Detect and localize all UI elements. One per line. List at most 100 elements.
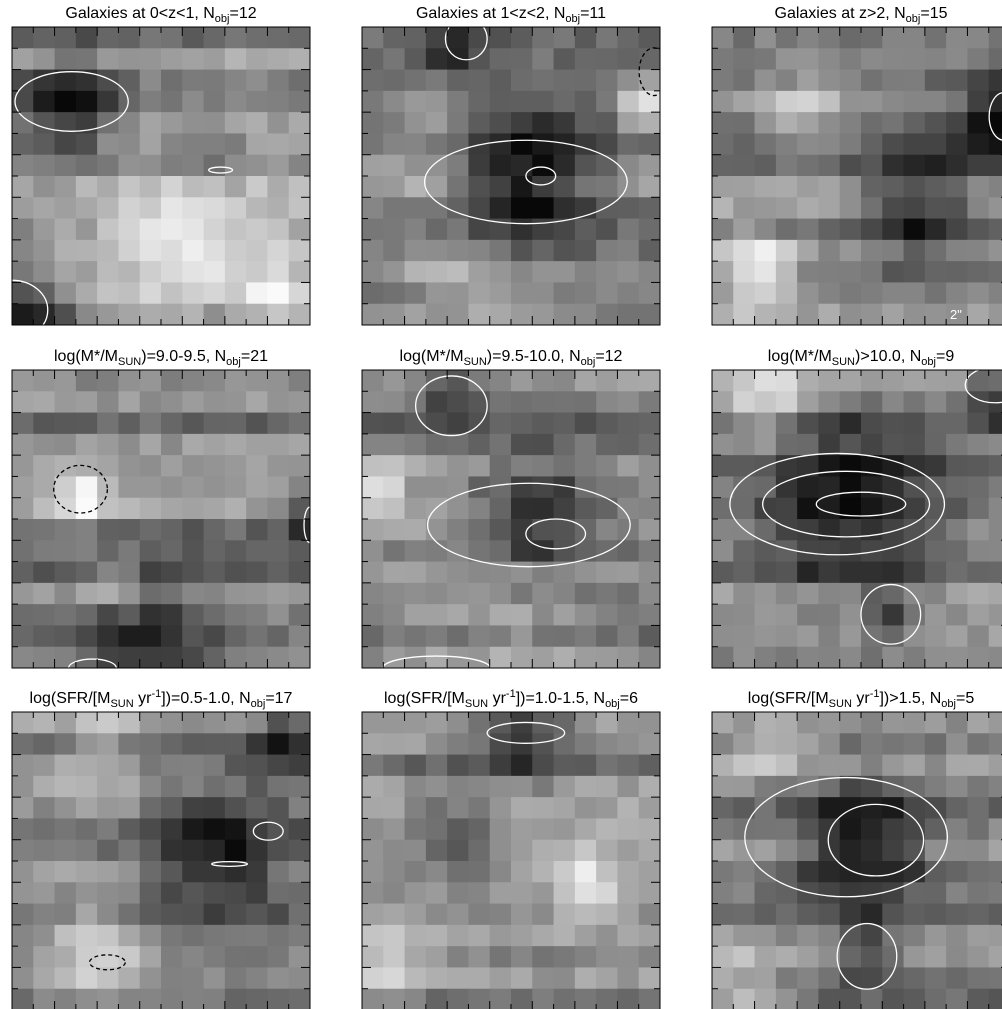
pixel: [224, 69, 247, 92]
pixel: [861, 90, 883, 113]
pixel: [447, 775, 469, 798]
pixel: [903, 882, 926, 905]
pixel: [818, 370, 841, 392]
pixel: [946, 176, 968, 198]
pixel: [161, 48, 183, 71]
pixel: [617, 412, 640, 435]
pixel: [288, 604, 310, 626]
pixel: [532, 625, 555, 648]
pixel: [118, 176, 141, 198]
pixel: [967, 946, 990, 968]
pixel: [553, 561, 576, 584]
pixel: [425, 154, 448, 177]
pixel: [861, 69, 883, 92]
pixel: [861, 967, 883, 990]
pixel: [489, 712, 512, 734]
pixel: [638, 646, 660, 668]
pixel: [118, 519, 141, 541]
pixel: [733, 646, 756, 668]
pixel: [404, 775, 427, 798]
pixel: [97, 176, 119, 198]
pixel: [33, 733, 56, 756]
pixel: [861, 540, 883, 563]
pixel: [425, 967, 448, 990]
title-part: )>10.0, N: [855, 348, 921, 365]
pixel: [861, 604, 883, 626]
pixel: [489, 261, 512, 283]
pixel: [839, 924, 862, 947]
pixel: [362, 433, 384, 456]
pixel: [617, 967, 640, 990]
pixel: [775, 282, 798, 305]
pixel: [882, 90, 905, 113]
pixel: [118, 712, 141, 734]
pixel: [882, 476, 905, 499]
pixel: [596, 839, 618, 862]
pixel: [425, 303, 448, 325]
pixel: [12, 604, 34, 626]
pixel: [967, 303, 990, 325]
pixel: [75, 561, 98, 584]
pixel: [203, 69, 226, 92]
pixel: [224, 540, 247, 563]
pixel: [267, 775, 290, 798]
pixel: [861, 797, 883, 819]
pixel: [903, 839, 926, 862]
pixel: [797, 391, 819, 414]
contour: [525, 518, 587, 550]
pixel: [924, 712, 947, 734]
pixel: [489, 455, 512, 477]
pixel: [362, 239, 384, 262]
pixel: [733, 924, 756, 947]
pixel: [182, 27, 205, 49]
pixel: [596, 433, 618, 456]
pixel: [246, 239, 268, 262]
pixel: [754, 754, 777, 777]
pixel: [54, 433, 77, 456]
pixel: [818, 303, 841, 325]
title-part: log(M*/M: [768, 348, 832, 365]
pixel: [818, 48, 841, 71]
pixel: [532, 69, 555, 92]
pixel: [425, 712, 448, 734]
pixel: [924, 646, 947, 668]
pixel: [12, 988, 34, 1009]
pixel: [246, 733, 268, 756]
title-part: log(SFR/[M: [30, 690, 111, 707]
pixel: [712, 604, 734, 626]
pixel: [839, 604, 862, 626]
pixel: [797, 176, 819, 198]
pixel: [362, 48, 384, 71]
pixel: [33, 90, 56, 113]
pixel: [383, 154, 406, 177]
pixel: [532, 48, 555, 71]
pixel: [924, 90, 947, 113]
pixel: [924, 754, 947, 777]
panel-title: log(M*/MSUN)>10.0, Nobj=9: [768, 348, 955, 368]
pixel: [924, 455, 947, 477]
pixel: [924, 112, 947, 134]
pixel: [468, 239, 491, 262]
pixel: [775, 133, 798, 156]
pixel: [754, 561, 777, 584]
pixel: [617, 604, 640, 626]
pixel: [489, 69, 512, 92]
pixel: [775, 197, 798, 220]
pixel: [924, 839, 947, 862]
pixel: [425, 476, 448, 499]
pixel: [182, 391, 205, 414]
title-part: log(M*/M: [54, 348, 118, 365]
pixel: [903, 967, 926, 990]
pixel: [288, 48, 310, 71]
pixel: [596, 903, 618, 926]
pixel: [118, 733, 141, 756]
pixel: [33, 924, 56, 947]
pixel: [861, 370, 883, 392]
pixel: [638, 519, 660, 541]
pixel: [532, 239, 555, 262]
pixel: [754, 582, 777, 605]
pixel: [754, 412, 777, 435]
pixel: [224, 604, 247, 626]
pixel: [797, 303, 819, 325]
pixel: [139, 303, 162, 325]
